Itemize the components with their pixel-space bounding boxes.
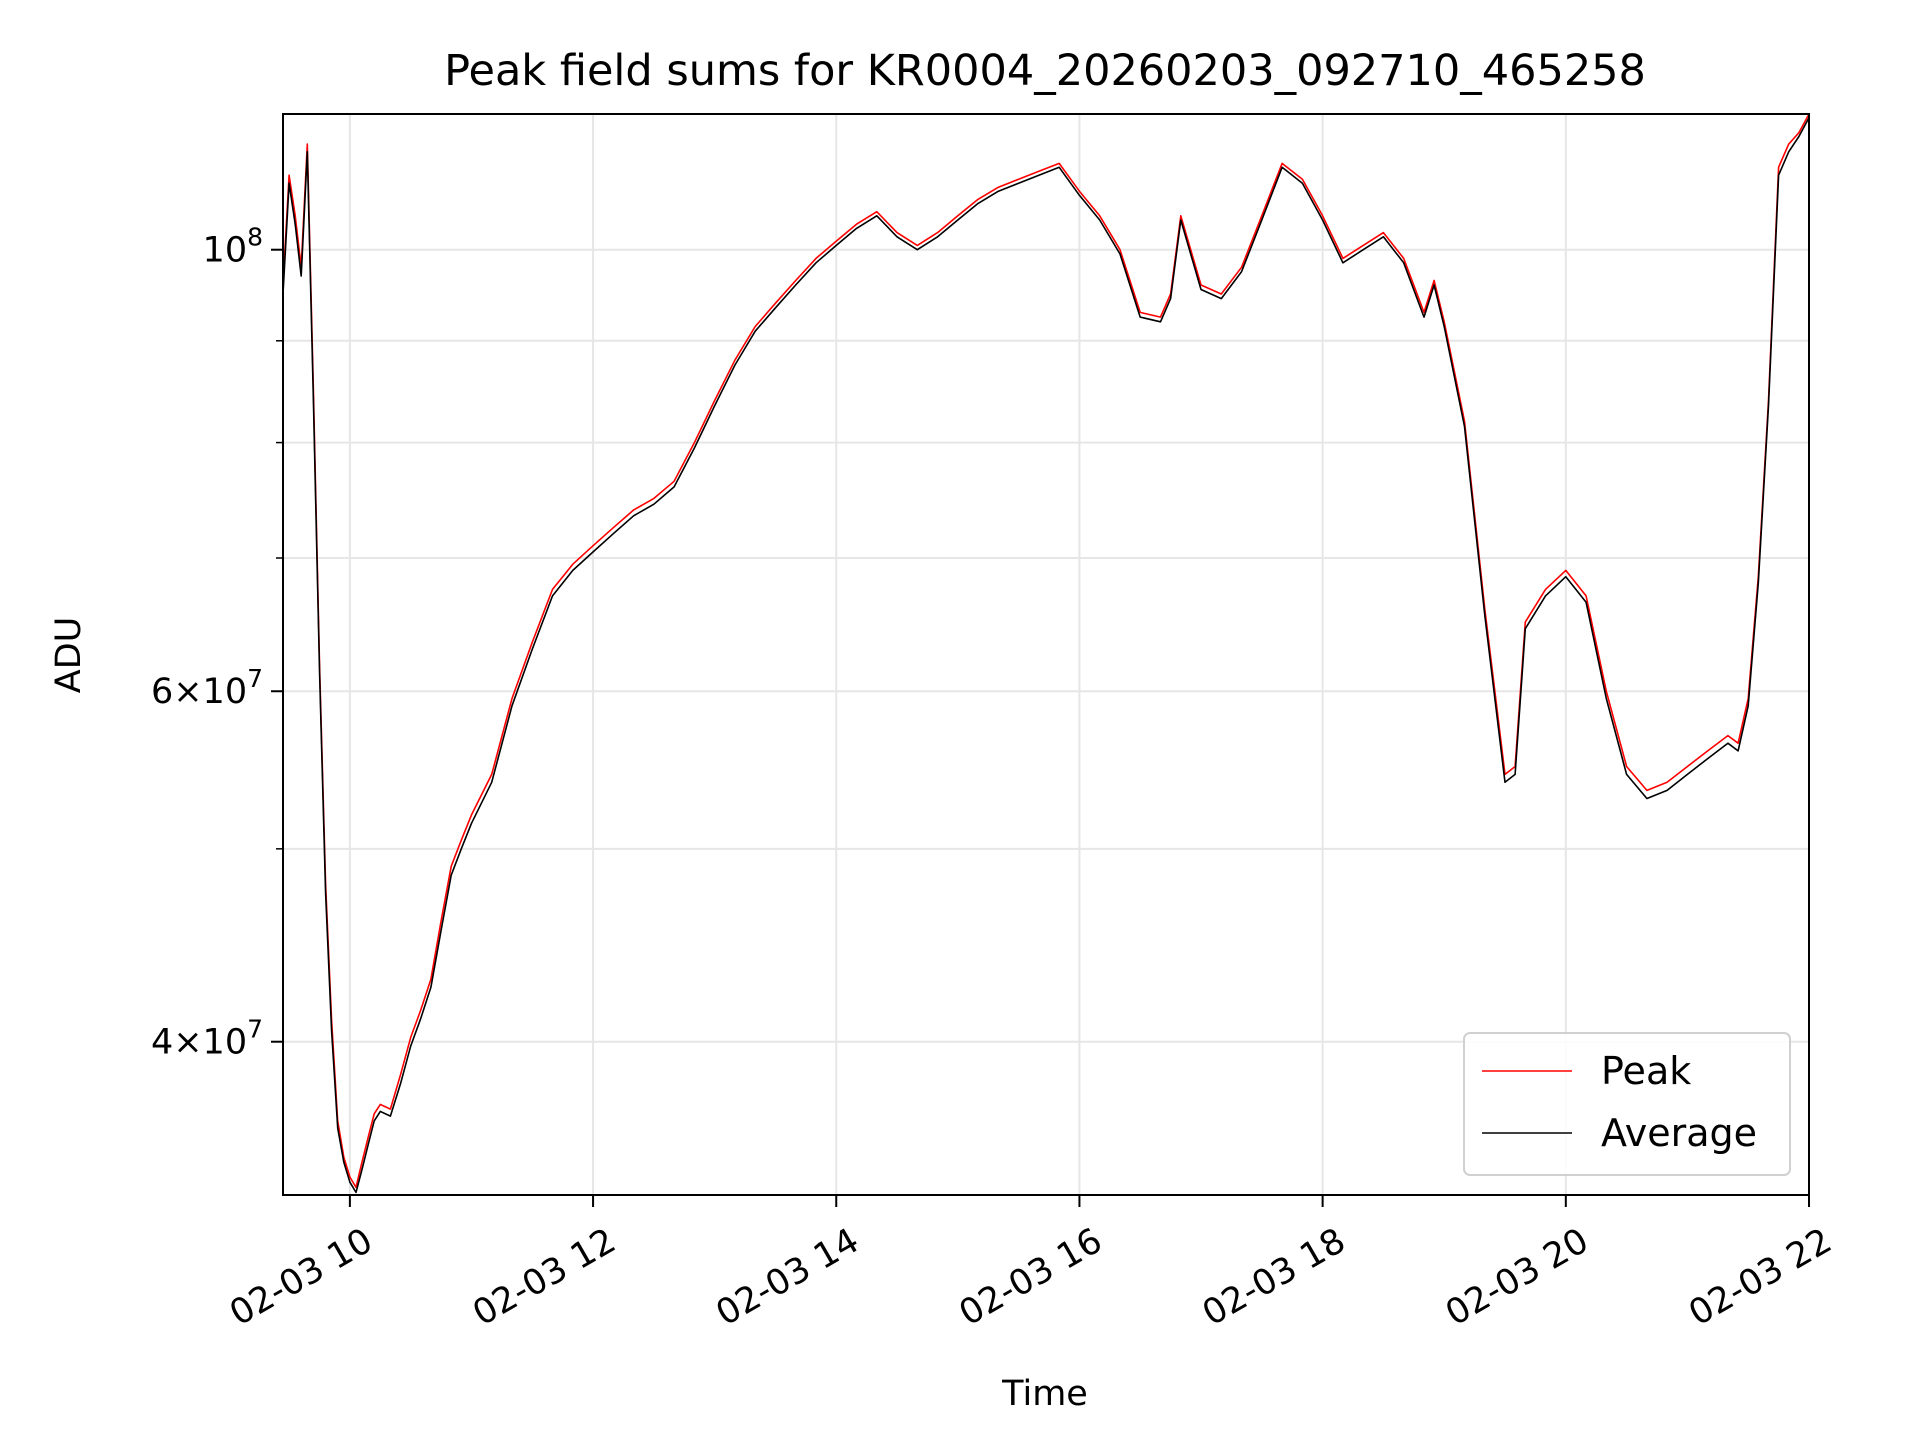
legend-box bbox=[1463, 1032, 1791, 1176]
y-tick-label: 6×107 bbox=[151, 664, 263, 712]
legend-peak-label: Peak bbox=[1601, 1049, 1691, 1093]
plot-frame bbox=[282, 113, 1810, 1196]
chart-title: Peak field sums for KR0004_20260203_0927… bbox=[444, 46, 1646, 96]
legend-average-label: Average bbox=[1601, 1111, 1757, 1155]
legend: Peak Average bbox=[1463, 1032, 1791, 1176]
y-axis: 4×107 6×107 108 bbox=[151, 223, 283, 1063]
series-line-peak bbox=[282, 113, 1810, 1189]
y-tick-label: 108 bbox=[203, 223, 263, 271]
y-axis-label: ADU bbox=[49, 617, 89, 694]
grid bbox=[283, 114, 1810, 1195]
y-tick-label: 4×107 bbox=[151, 1015, 263, 1063]
x-axis-label: Time bbox=[1001, 1374, 1088, 1414]
plot-series bbox=[282, 113, 1810, 1194]
series-line-average bbox=[282, 117, 1810, 1194]
